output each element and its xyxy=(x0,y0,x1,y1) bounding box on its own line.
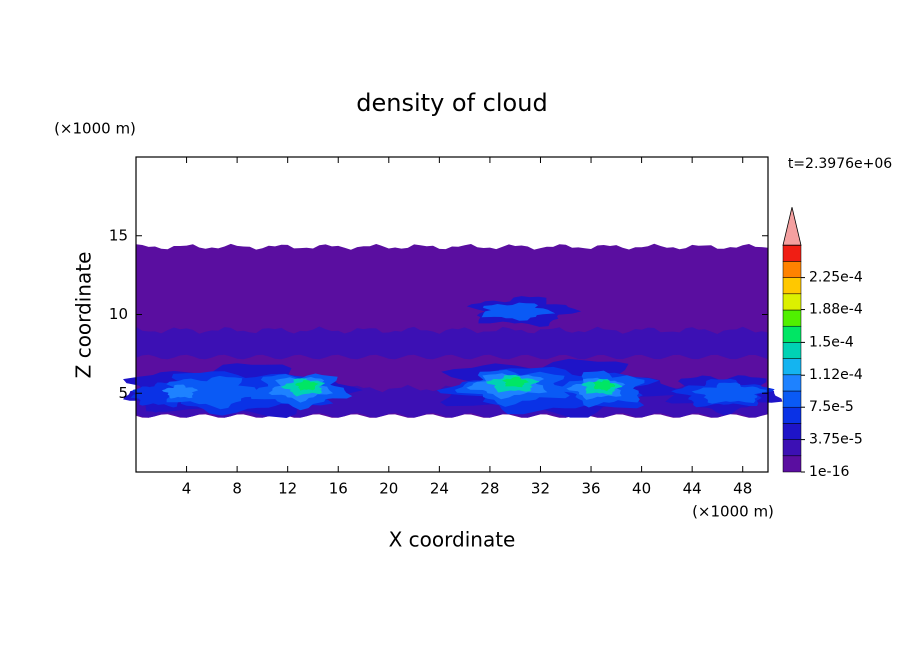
y-tick-label: 15 xyxy=(109,226,128,244)
contour-region xyxy=(691,382,767,404)
colorbar-extend xyxy=(782,207,802,246)
chart-title: density of cloud xyxy=(356,89,547,117)
colorbar-segment xyxy=(782,342,802,359)
x-tick-label: 12 xyxy=(278,480,297,498)
contour-region xyxy=(593,380,616,392)
contour-region xyxy=(136,326,768,360)
x-unit: (×1000 m) xyxy=(692,503,774,521)
x-tick-label: 4 xyxy=(182,480,192,498)
x-tick-label: 40 xyxy=(632,480,651,498)
x-tick-label: 28 xyxy=(480,480,499,498)
colorbar-tick-label: 2.25e-4 xyxy=(809,270,863,286)
colorbar-tick-label: 7.5e-5 xyxy=(809,399,854,415)
colorbar-tick-label: 1.88e-4 xyxy=(809,302,863,318)
x-tick-label: 24 xyxy=(430,480,449,498)
colorbar-segment xyxy=(782,390,802,408)
x-tick-label: 16 xyxy=(329,480,348,498)
contour-region xyxy=(295,380,319,391)
colorbar-tick-label: 1.5e-4 xyxy=(809,334,854,350)
y-unit: (×1000 m) xyxy=(54,120,136,138)
colorbar-tick-label: 1.12e-4 xyxy=(809,367,863,383)
time-annotation: t=2.3976e+06 xyxy=(788,156,892,172)
x-tick-label: 36 xyxy=(581,480,600,498)
contour-region xyxy=(166,375,267,410)
colorbar-segment xyxy=(782,309,802,327)
colorbar-segment xyxy=(782,325,802,343)
colorbar-segment xyxy=(782,455,802,473)
x-tick-label: 44 xyxy=(683,480,702,498)
x-tick-label: 8 xyxy=(232,480,242,498)
x-tick-label: 32 xyxy=(531,480,550,498)
colorbar-segment xyxy=(782,293,802,311)
colorbar-tick-label: 1e-16 xyxy=(809,464,849,480)
colorbar-segment xyxy=(782,358,802,376)
x-axis-label: X coordinate xyxy=(389,528,516,552)
contour-region xyxy=(161,384,199,399)
y-tick-label: 5 xyxy=(118,384,128,402)
x-tick-label: 48 xyxy=(733,480,752,498)
colorbar-segment xyxy=(782,423,802,440)
colorbar-segment xyxy=(782,439,802,457)
colorbar-segment xyxy=(782,374,802,392)
contour-region xyxy=(502,376,529,388)
colorbar-segment xyxy=(782,261,802,278)
y-axis-label: Z coordinate xyxy=(72,252,96,379)
colorbar-segment xyxy=(782,244,802,262)
colorbar-segment xyxy=(782,277,802,295)
contour-region xyxy=(481,302,556,321)
colorbar-segment xyxy=(782,406,802,424)
colorbar-tick-label: 3.75e-5 xyxy=(809,432,863,448)
y-tick-label: 10 xyxy=(109,305,128,323)
contour-field xyxy=(123,243,783,418)
x-tick-label: 20 xyxy=(379,480,398,498)
